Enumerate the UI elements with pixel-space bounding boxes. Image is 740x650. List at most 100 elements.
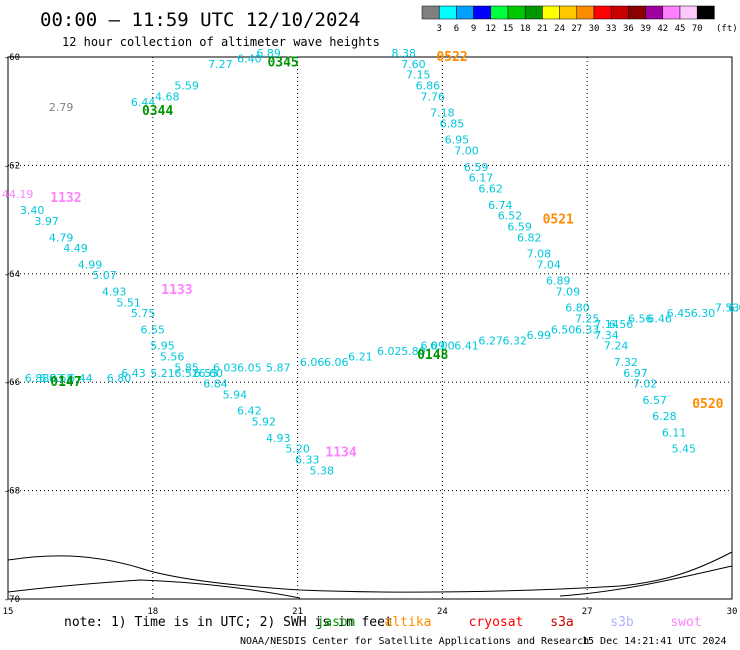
data-point-value: 6.02	[377, 345, 402, 358]
data-point-value: 2.79	[49, 101, 74, 114]
footer-note: note: 1) Time is in UTC; 2) SWH is in fe…	[64, 615, 393, 630]
y-tick-label: -64	[4, 270, 20, 280]
data-point-value: 7.04	[536, 258, 561, 271]
legend-swatch	[696, 5, 715, 20]
legend-swatch	[542, 5, 560, 20]
data-point-value: 6.56	[628, 313, 653, 326]
data-point-value: 3.40	[20, 204, 45, 217]
data-point-value: 6.0	[728, 302, 740, 315]
y-tick-label: -66	[4, 378, 20, 388]
coastline	[7, 551, 733, 599]
data-point-value: 6.40	[237, 52, 262, 65]
data-point-value: 4.99	[78, 258, 103, 271]
x-tick-label: 21	[292, 607, 303, 617]
data-point-value: 5.51	[116, 296, 141, 309]
data-point-value: 5.92	[252, 416, 277, 429]
legend-unit: (ft)	[716, 24, 738, 34]
data-point-value: 7.34	[594, 329, 619, 342]
pass-id-label: 0345	[267, 55, 298, 70]
data-point-value: 6.17	[469, 172, 494, 185]
legend-swatch	[645, 5, 664, 20]
data-point-value: 5.59	[174, 80, 199, 93]
data-point-value: 6.89	[256, 47, 281, 60]
data-point-value: 5.45	[671, 443, 696, 456]
y-tick-label: -60	[4, 53, 20, 63]
legend-swatch	[628, 5, 646, 20]
legend-tick-label: 30	[589, 24, 600, 34]
data-point-value: 6.27	[478, 334, 503, 347]
mission-label: s3a	[550, 615, 573, 630]
coastline-line	[7, 551, 733, 593]
data-point-value: 7.15	[406, 69, 431, 82]
data-point-value: 6.45	[667, 307, 692, 320]
plot-frame	[7, 56, 733, 600]
data-point-value: 5.56	[160, 351, 185, 364]
legend-tick-label: 42	[657, 24, 668, 34]
data-point-value: 7.25	[575, 313, 600, 326]
data-point-value: 6.89	[546, 275, 571, 288]
data-point-value: 4.93	[102, 285, 127, 298]
legend-swatch	[593, 5, 612, 20]
data-point-value: 6.62	[478, 183, 503, 196]
legend-tick-label: 39	[640, 24, 651, 34]
data-point-value: 7.76	[420, 90, 445, 103]
data-point-value: 5.85	[174, 361, 199, 374]
data-point-value: 6.59	[464, 161, 489, 174]
legend-swatch	[421, 5, 440, 20]
x-tick-label: 24	[437, 607, 448, 617]
pass-id-label: 1133	[161, 283, 192, 298]
data-point-value: 5.20	[285, 443, 310, 456]
data-point-value: 7.18	[430, 107, 455, 120]
pass-id-label: 1132	[50, 191, 81, 206]
data-point-value: 6.06	[324, 356, 349, 369]
data-point-value: 6.33	[295, 454, 320, 467]
legend-swatch	[662, 5, 681, 20]
data-point-value: 5.07	[92, 269, 117, 282]
data-point-value: 5.87	[266, 361, 291, 374]
legend-tick-label: 15	[503, 24, 514, 34]
data-point-value: 7.00	[454, 145, 479, 158]
data-point-value: 6.41	[454, 340, 479, 353]
y-tick-label: -70	[4, 595, 20, 605]
legend-tick-label: 33	[606, 24, 617, 34]
data-point-value: 4.68	[155, 90, 180, 103]
data-point-value: 7.09	[556, 285, 581, 298]
data-point-value: 6.50	[551, 323, 576, 336]
data-points: 2.79 6.44 4.685.597.27 6.406.896.886.836.68…	[2, 47, 740, 477]
data-point-value: 6.82	[517, 231, 542, 244]
data-point-value: 6.88	[25, 372, 50, 385]
legend-swatch	[559, 5, 578, 20]
data-point-value: 7.53	[715, 302, 740, 315]
legend-tick-label: 27	[571, 24, 582, 34]
mission-label: s3b	[610, 615, 634, 630]
data-point-value: 6.55	[194, 367, 219, 380]
data-point-value: 6.44	[68, 372, 93, 385]
plot-area: 15 18 21 24 27 30-60-62-64-66-68-70 2.79 6.44 4…	[2, 47, 740, 617]
data-point-value: 6.57	[643, 394, 668, 407]
legend-tick-label: 21	[537, 24, 548, 34]
data-point-value: 6.74	[488, 199, 513, 212]
legend-swatch	[490, 5, 509, 20]
data-point-value: 6.59	[507, 220, 532, 233]
data-point-value: 5.38	[309, 464, 334, 477]
data-point-value: 6.55	[141, 323, 166, 336]
data-point-value: 6.52	[174, 367, 199, 380]
data-point-value: 6.42	[237, 405, 262, 418]
mission-label: swot	[670, 615, 701, 630]
legend-swatch	[610, 5, 629, 20]
x-tick-label: 27	[582, 607, 593, 617]
data-point-value: 6.09	[420, 340, 445, 353]
data-point-value: 6.46	[647, 313, 672, 326]
data-point-value: 6.80	[107, 372, 132, 385]
legend-swatch	[679, 5, 698, 20]
data-point-value: 6.95	[445, 134, 470, 147]
y-tick-label: -68	[4, 487, 20, 497]
color-scale-legend: 3 6 9 12 15 18 21 24 27 30 33 36 39 42 45 70 (ft)	[421, 5, 738, 34]
data-point-value: 5.94	[223, 388, 248, 401]
pass-id-label: 0147	[50, 375, 81, 390]
footer-credit: NOAA/NESDIS Center for Satellite Applica…	[240, 636, 589, 647]
x-tick-label: 18	[147, 607, 158, 617]
legend-tick-label: 12	[485, 24, 496, 34]
legend-swatch	[456, 5, 474, 20]
data-point-value: 4.79	[49, 231, 74, 244]
